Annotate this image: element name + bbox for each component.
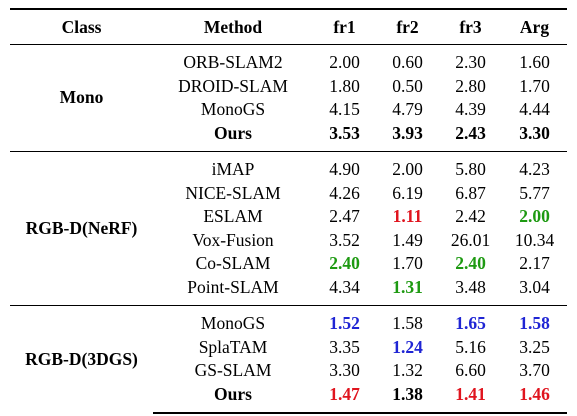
value-cell: 0.50 xyxy=(392,75,423,96)
value-cell: 1.41 xyxy=(439,382,502,414)
value-cell: 4.44 xyxy=(519,99,550,119)
value-cell: 4.90 xyxy=(313,151,376,182)
value-cell: 1.70 xyxy=(519,75,550,96)
value-cell: 4.39 xyxy=(455,99,486,119)
table-row: Co-SLAM 2.40 1.70 2.40 2.17 xyxy=(10,252,567,276)
method-cell: SplaTAM xyxy=(198,336,268,357)
value-cell: 4.34 xyxy=(329,276,360,297)
value-cell: 1.11 xyxy=(392,206,423,226)
method-cell: MonoGS xyxy=(153,305,313,336)
value-cell: 3.25 xyxy=(519,336,550,357)
header-fr1: fr1 xyxy=(313,8,376,45)
method-cell: Vox-Fusion xyxy=(192,229,274,250)
table-row: DROID-SLAM 1.80 0.50 2.80 1.70 xyxy=(10,75,567,99)
value-cell: 3.93 xyxy=(392,122,423,143)
value-cell: 1.47 xyxy=(313,382,376,414)
value-cell: 3.52 xyxy=(329,229,360,250)
table-header: Class Method fr1 fr2 fr3 Arg xyxy=(10,8,567,45)
header-fr3: fr3 xyxy=(439,8,502,45)
value-cell: 2.80 xyxy=(455,75,486,96)
value-cell: 2.40 xyxy=(329,253,360,273)
value-cell: 2.30 xyxy=(455,52,486,72)
value-cell: 1.58 xyxy=(502,305,567,336)
table-row: Ours 1.47 1.38 1.41 1.46 xyxy=(10,382,567,414)
value-cell: 2.40 xyxy=(455,253,486,273)
method-cell: NICE-SLAM xyxy=(185,182,281,203)
value-cell: 2.17 xyxy=(519,253,550,273)
value-cell: 3.53 xyxy=(329,122,360,143)
value-cell: 1.60 xyxy=(519,52,550,72)
value-cell: 3.30 xyxy=(329,360,360,380)
value-cell: 1.46 xyxy=(502,382,567,414)
method-cell: ESLAM xyxy=(203,206,263,226)
value-cell: 1.70 xyxy=(392,253,423,273)
value-cell: 1.38 xyxy=(376,382,439,414)
header-arg: Arg xyxy=(502,8,567,45)
table-row: Ours 3.53 3.93 2.43 3.30 xyxy=(10,122,567,152)
header-class: Class xyxy=(10,8,153,45)
table-row: Mono ORB-SLAM2 2.00 0.60 2.30 1.60 xyxy=(10,45,567,107)
header-row: Class Method fr1 fr2 fr3 Arg xyxy=(10,8,567,45)
results-table: Class Method fr1 fr2 fr3 Arg Mono ORB-SLA… xyxy=(10,8,567,414)
class-label: RGB-D(NeRF) xyxy=(10,151,153,306)
value-cell: 4.79 xyxy=(392,99,423,119)
value-cell: 1.52 xyxy=(313,305,376,336)
value-cell: 6.60 xyxy=(455,360,486,380)
group-1: RGB-D(NeRF) iMAP 4.90 2.00 5.80 4.23 NICE-SLAM… xyxy=(10,151,567,306)
method-cell: iMAP xyxy=(153,151,313,182)
value-cell: 0.60 xyxy=(392,52,423,72)
value-cell: 2.42 xyxy=(455,206,486,226)
method-cell: Ours xyxy=(214,122,252,143)
value-cell: 3.48 xyxy=(455,276,486,297)
value-cell: 4.15 xyxy=(329,99,360,119)
value-cell: 6.87 xyxy=(455,182,486,203)
method-cell: Co-SLAM xyxy=(195,253,271,273)
class-label: Mono xyxy=(59,87,104,108)
table-row: GS-SLAM 3.30 1.32 6.60 3.70 xyxy=(10,359,567,383)
table-row: Vox-Fusion 3.52 1.49 26.01 10.34 xyxy=(10,229,567,253)
class-label: RGB-D(3DGS) xyxy=(10,305,153,413)
value-cell: 4.26 xyxy=(329,182,360,203)
value-cell: 1.24 xyxy=(392,336,423,357)
table-row: Point-SLAM 4.34 1.31 3.48 3.04 xyxy=(10,276,567,306)
value-cell: 10.34 xyxy=(514,229,555,250)
group-2: RGB-D(3DGS) MonoGS 1.52 1.58 1.65 1.58 SplaTAM… xyxy=(10,305,567,414)
value-cell: 1.58 xyxy=(376,305,439,336)
value-cell: 5.16 xyxy=(455,336,486,357)
method-cell: MonoGS xyxy=(200,99,266,119)
method-cell: Point-SLAM xyxy=(187,276,279,297)
value-cell: 6.19 xyxy=(392,182,423,203)
table-row: MonoGS 4.15 4.79 4.39 4.44 xyxy=(10,98,567,122)
value-cell: 2.00 xyxy=(329,52,360,72)
value-cell: 3.70 xyxy=(519,360,550,380)
value-cell: 3.04 xyxy=(519,276,550,297)
table-row: NICE-SLAM 4.26 6.19 6.87 5.77 xyxy=(10,182,567,206)
method-cell: DROID-SLAM xyxy=(178,75,288,96)
value-cell: 1.32 xyxy=(392,360,423,380)
value-cell: 5.77 xyxy=(519,182,550,203)
value-cell: 4.23 xyxy=(502,151,567,182)
value-cell: 1.49 xyxy=(392,229,423,250)
method-cell: Ours xyxy=(153,382,313,414)
value-cell: 26.01 xyxy=(450,229,491,250)
value-cell: 3.35 xyxy=(329,336,360,357)
value-cell: 2.47 xyxy=(329,206,360,226)
header-fr2: fr2 xyxy=(376,8,439,45)
table-row: SplaTAM 3.35 1.24 5.16 3.25 xyxy=(10,336,567,360)
value-cell: 1.80 xyxy=(329,75,360,96)
header-method: Method xyxy=(153,8,313,45)
value-cell: 1.31 xyxy=(392,276,423,297)
table-row: ESLAM 2.47 1.11 2.42 2.00 xyxy=(10,205,567,229)
method-cell: GS-SLAM xyxy=(194,360,272,380)
value-cell: 1.65 xyxy=(439,305,502,336)
value-cell: 2.00 xyxy=(376,151,439,182)
table-row: RGB-D(NeRF) iMAP 4.90 2.00 5.80 4.23 xyxy=(10,151,567,306)
table-row: RGB-D(3DGS) MonoGS 1.52 1.58 1.65 1.58 xyxy=(10,305,567,413)
method-cell: ORB-SLAM2 xyxy=(183,52,283,72)
group-0: Mono ORB-SLAM2 2.00 0.60 2.30 1.60 DROID-SLAM 1… xyxy=(10,45,567,152)
value-cell: 5.80 xyxy=(439,151,502,182)
value-cell: 3.30 xyxy=(519,122,550,143)
value-cell: 2.43 xyxy=(455,122,486,143)
value-cell: 2.00 xyxy=(519,206,550,226)
